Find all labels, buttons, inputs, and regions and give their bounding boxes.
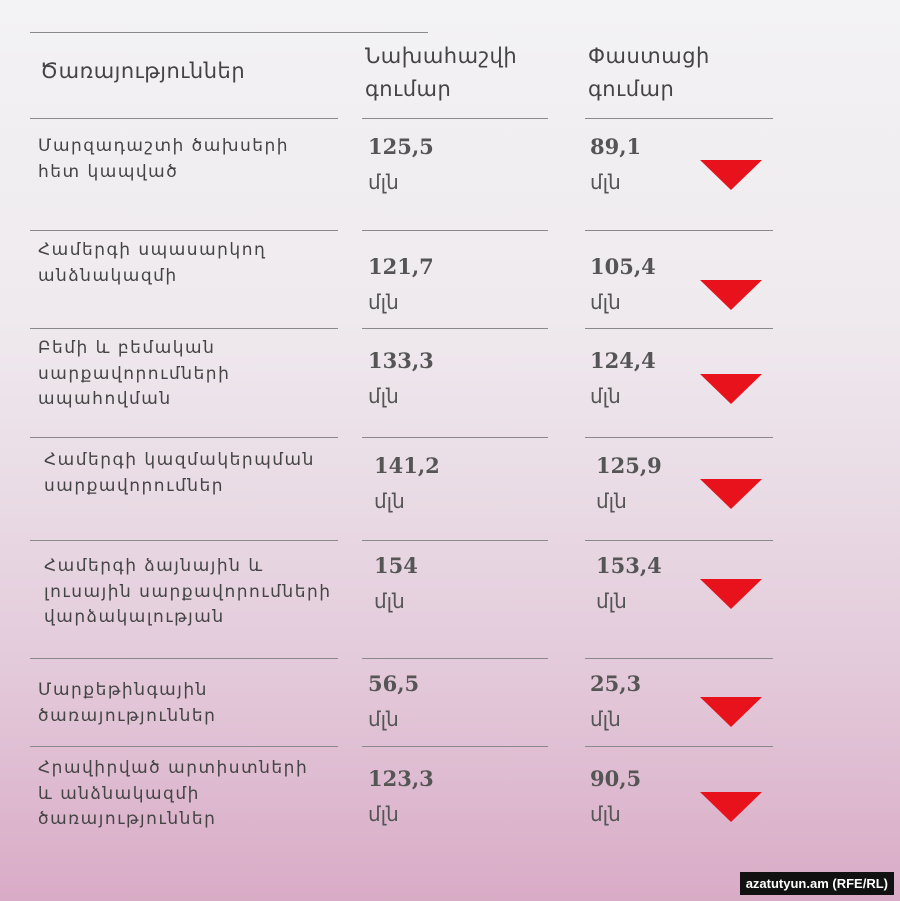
actual-unit: մլն <box>590 707 621 731</box>
decrease-arrow <box>700 374 762 404</box>
budget-unit: մլն <box>374 589 405 613</box>
decrease-arrow <box>700 792 762 822</box>
decrease-arrow <box>700 697 762 727</box>
service-label: Մարքեթինգային ծառայություններ <box>38 680 217 726</box>
actual-unit: մլն <box>590 170 621 194</box>
decrease-arrow <box>700 579 762 609</box>
service-label: Մարզադաշտի ծախսերի հետ կապված <box>38 136 290 182</box>
header-actual: Փաստացի գումար <box>588 44 710 101</box>
budget-unit: մլն <box>374 489 405 513</box>
actual-unit: մլն <box>590 290 621 314</box>
row-rule <box>30 437 338 438</box>
row-rule <box>362 540 548 541</box>
row-rule <box>585 328 773 329</box>
actual-value: 89,1 <box>590 134 642 159</box>
actual-value: 125,9 <box>596 453 662 478</box>
row-rule <box>30 328 338 329</box>
row-rule <box>30 540 338 541</box>
actual-unit: մլն <box>590 384 621 408</box>
top-rule <box>30 32 428 33</box>
row-rule <box>362 230 548 231</box>
row-rule <box>585 540 773 541</box>
row-rule <box>30 230 338 231</box>
budget-value: 125,5 <box>368 134 434 159</box>
actual-unit: մլն <box>596 489 627 513</box>
budget-unit: մլն <box>368 707 399 731</box>
actual-unit: մլն <box>596 589 627 613</box>
budget-value: 154 <box>374 553 418 578</box>
decrease-arrow <box>700 280 762 310</box>
budget-value: 56,5 <box>368 671 420 696</box>
row-rule <box>362 746 548 747</box>
row-rule <box>585 118 773 119</box>
row-rule <box>585 230 773 231</box>
row-rule <box>30 118 338 119</box>
budget-unit: մլն <box>368 384 399 408</box>
actual-unit: մլն <box>590 802 621 826</box>
service-label: Համերգի կազմակերպման սարքավորումներ <box>44 450 315 496</box>
service-label: Համերգի սպասարկող անձնակազմի <box>38 240 267 286</box>
row-rule <box>362 437 548 438</box>
budget-unit: մլն <box>368 802 399 826</box>
row-rule <box>30 746 338 747</box>
decrease-arrow <box>700 479 762 509</box>
header-budget: Նախահաշվի գումար <box>365 44 518 101</box>
row-rule <box>585 746 773 747</box>
credit: azatutyun.am (RFE/RL) <box>739 872 894 895</box>
row-rule <box>362 118 548 119</box>
row-rule <box>30 658 338 659</box>
actual-value: 90,5 <box>590 766 642 791</box>
service-label: Համերգի ձայնային և լուսային սարքավորումն… <box>44 556 332 627</box>
header-service: Ծառայություններ <box>40 59 246 83</box>
actual-value: 25,3 <box>590 671 642 696</box>
actual-value: 124,4 <box>590 348 656 373</box>
actual-value: 153,4 <box>596 553 662 578</box>
decrease-arrow <box>700 160 762 190</box>
row-rule <box>362 328 548 329</box>
budget-value: 141,2 <box>374 453 440 478</box>
budget-value: 121,7 <box>368 254 434 279</box>
service-label: Բեմի և բեմական սարքավորումների ապահովման <box>38 338 231 409</box>
service-label: Հրավիրված արտիստների և անձնակազմի ծառայո… <box>38 758 309 829</box>
budget-value: 133,3 <box>368 348 434 373</box>
budget-unit: մլն <box>368 170 399 194</box>
row-rule <box>362 658 548 659</box>
actual-value: 105,4 <box>590 254 656 279</box>
row-rule <box>585 437 773 438</box>
budget-value: 123,3 <box>368 766 434 791</box>
budget-unit: մլն <box>368 290 399 314</box>
row-rule <box>585 658 773 659</box>
